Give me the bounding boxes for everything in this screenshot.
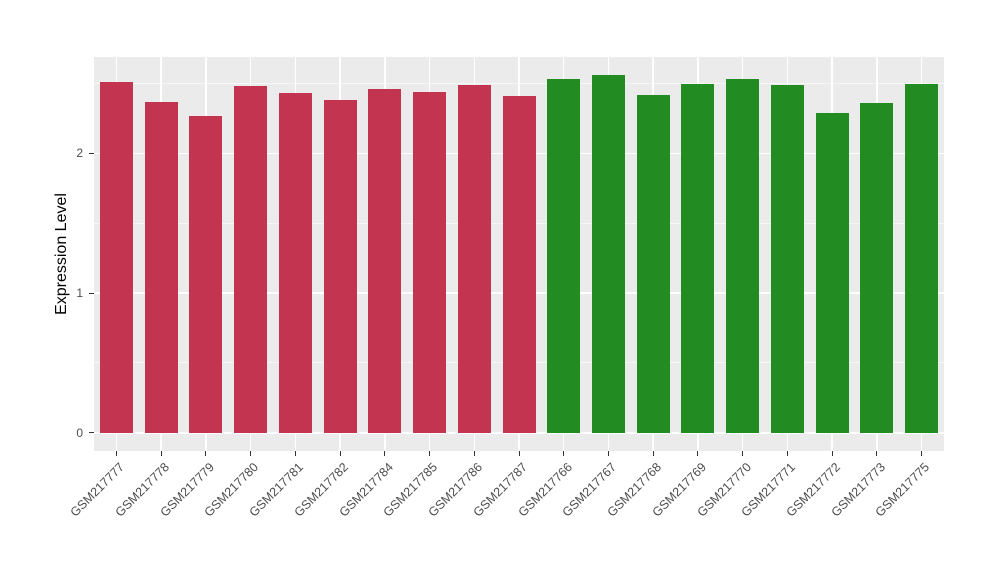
x-tick xyxy=(205,451,207,456)
y-tick-label: 0 xyxy=(76,425,83,440)
x-tick xyxy=(831,451,833,456)
y-tick xyxy=(89,292,94,294)
x-tick xyxy=(294,451,296,456)
x-tick xyxy=(563,451,565,456)
bar xyxy=(771,84,804,433)
x-tick xyxy=(697,451,699,456)
y-axis-title: Expression Level xyxy=(53,193,70,315)
x-tick xyxy=(876,451,878,456)
x-tick xyxy=(607,451,609,456)
bar xyxy=(816,112,849,433)
bar xyxy=(324,100,357,433)
bar xyxy=(860,103,893,433)
bar xyxy=(413,91,446,433)
y-tick xyxy=(89,432,94,434)
bar xyxy=(547,79,580,433)
bar xyxy=(592,75,625,433)
x-tick xyxy=(429,451,431,456)
bar xyxy=(681,83,714,433)
x-tick xyxy=(384,451,386,456)
x-tick xyxy=(339,451,341,456)
x-tick xyxy=(473,451,475,456)
bar xyxy=(368,89,401,433)
y-tick xyxy=(89,152,94,154)
x-tick xyxy=(786,451,788,456)
y-tick-label: 2 xyxy=(76,146,83,161)
bar xyxy=(637,94,670,433)
bar xyxy=(189,115,222,433)
bar xyxy=(234,86,267,433)
x-tick xyxy=(160,451,162,456)
x-tick xyxy=(742,451,744,456)
x-tick xyxy=(921,451,923,456)
y-tick-label: 1 xyxy=(76,286,83,301)
x-tick xyxy=(115,451,117,456)
x-tick xyxy=(250,451,252,456)
bar xyxy=(458,84,491,433)
bar xyxy=(503,96,536,433)
x-tick xyxy=(652,451,654,456)
bar xyxy=(279,93,312,433)
x-tick xyxy=(518,451,520,456)
bar xyxy=(145,101,178,433)
bar xyxy=(905,83,938,433)
bar xyxy=(100,82,133,433)
bar xyxy=(726,79,759,433)
